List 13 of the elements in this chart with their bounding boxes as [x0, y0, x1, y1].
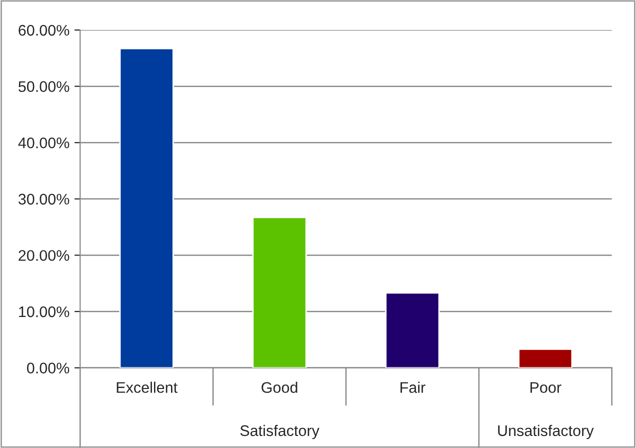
x-tick-label: Excellent	[116, 382, 178, 393]
text: Unsatisfactory	[498, 424, 594, 440]
y-tick-label: 50.00%	[18, 81, 70, 92]
y-tick-label: 30.00%	[18, 194, 70, 205]
y-tick-label: 40.00%	[18, 137, 70, 148]
x-tick-label: Poor	[530, 382, 562, 393]
y-tick-label: 10.00%	[19, 306, 70, 318]
y-tick-label: 0.00%	[27, 362, 70, 374]
y-tick-label: 60.00%	[18, 24, 70, 36]
x-tick-label: Good	[262, 382, 298, 393]
text: Satisfactory	[240, 424, 320, 440]
y-tick-label: 20.00%	[18, 250, 70, 261]
x-tick-label: Fair	[400, 382, 426, 393]
